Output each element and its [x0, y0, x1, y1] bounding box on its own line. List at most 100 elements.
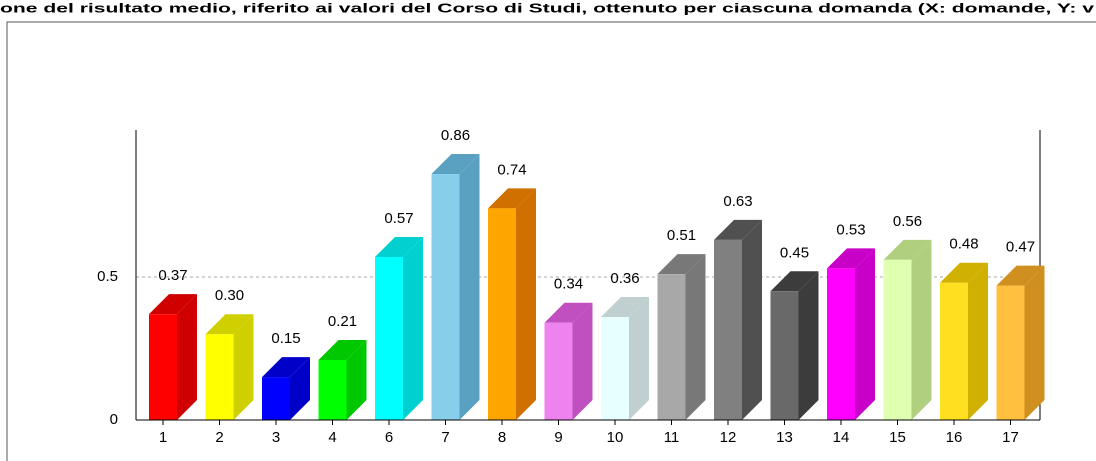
- bar-front: [488, 208, 516, 420]
- x-tick-label: 17: [1002, 429, 1019, 446]
- value-label: 0.53: [836, 221, 865, 238]
- value-label: 0.34: [554, 276, 583, 293]
- bar: [770, 271, 819, 420]
- bar: [318, 339, 367, 420]
- x-tick-label: 4: [328, 429, 336, 446]
- bar-front: [601, 317, 629, 420]
- bar: [544, 302, 593, 420]
- bar-top: [375, 236, 423, 257]
- bar-side: [177, 294, 197, 420]
- bar-top: [940, 262, 988, 283]
- bar-front: [770, 291, 799, 420]
- bar-side: [968, 262, 988, 420]
- value-label: 0.51: [667, 227, 696, 244]
- bar-top: [827, 248, 875, 269]
- value-label: 0.86: [441, 127, 470, 144]
- x-tick-label: 1: [159, 429, 167, 446]
- bar-side: [233, 314, 254, 420]
- bar-side: [798, 271, 819, 420]
- bar-top: [205, 314, 254, 335]
- bar: [262, 357, 310, 420]
- x-tick-label: 11: [664, 429, 680, 446]
- value-label: 0.74: [497, 161, 526, 178]
- bar-top: [714, 219, 762, 240]
- bar-front: [544, 322, 573, 420]
- y-tick-label: 0.5: [97, 268, 118, 285]
- bar-front: [431, 174, 460, 420]
- x-tick-label: 7: [441, 429, 449, 446]
- value-label: 0.30: [215, 287, 244, 304]
- x-tick-label: 15: [889, 429, 906, 446]
- x-tick-label: 12: [720, 429, 737, 446]
- x-tick-label: 6: [385, 429, 393, 446]
- value-label: 0.47: [1006, 239, 1035, 256]
- bar-front: [714, 239, 742, 420]
- bar: [431, 154, 480, 421]
- bar-top: [431, 154, 480, 175]
- x-tick-label: 10: [607, 429, 624, 446]
- bar: [827, 248, 875, 420]
- bar-top: [262, 357, 310, 378]
- value-label: 0.15: [271, 330, 300, 347]
- bar: [601, 297, 649, 420]
- bar-front: [205, 334, 234, 420]
- bar-side: [290, 357, 310, 420]
- bar-side: [685, 254, 706, 420]
- bar-front: [318, 359, 347, 420]
- bar-front: [657, 274, 686, 420]
- bar: [205, 314, 254, 420]
- bar-front: [827, 268, 855, 420]
- bar-side: [516, 188, 536, 420]
- bar-side: [572, 302, 593, 420]
- bar-front: [996, 285, 1025, 420]
- bar-front: [375, 256, 403, 420]
- value-label: 0.36: [610, 270, 639, 287]
- bar-top: [488, 188, 536, 209]
- bar: [488, 188, 536, 420]
- x-tick-label: 9: [554, 429, 562, 446]
- bar-top: [601, 297, 649, 318]
- bar-side: [346, 339, 367, 420]
- value-label: 0.63: [723, 193, 752, 210]
- bar-side: [855, 248, 875, 420]
- x-tick-label: 8: [498, 429, 506, 446]
- bar: [883, 239, 932, 420]
- x-tick-label: 3: [272, 429, 280, 446]
- value-label: 0.57: [384, 210, 413, 227]
- value-label: 0.37: [158, 267, 187, 284]
- x-tick-label: 2: [215, 429, 223, 446]
- bar-side: [403, 236, 423, 420]
- bar-top: [883, 239, 932, 260]
- bar-side: [459, 154, 480, 421]
- frame: [6, 21, 1096, 461]
- x-tick-label: 16: [946, 429, 963, 446]
- bar-front: [940, 282, 968, 420]
- x-tick-label: 14: [833, 429, 850, 446]
- bar: [714, 219, 762, 420]
- bar: [940, 262, 988, 420]
- bar-side: [1024, 265, 1045, 420]
- bar: [996, 265, 1045, 420]
- bar-top: [318, 339, 367, 360]
- bar: [375, 236, 423, 420]
- bar-front: [883, 259, 912, 420]
- bar-side: [911, 239, 932, 420]
- bar-top: [996, 265, 1045, 286]
- bar-front: [149, 314, 177, 420]
- bar-top: [770, 271, 819, 292]
- bar-top: [657, 254, 706, 275]
- bar: [657, 254, 706, 420]
- bar-front: [262, 377, 290, 420]
- value-label: 0.56: [893, 213, 922, 230]
- bar-top: [544, 302, 593, 323]
- chart-title: one del risultato medio, riferito ai val…: [0, 0, 1095, 15]
- bar-side: [742, 219, 762, 420]
- value-label: 0.48: [949, 236, 978, 253]
- bar: [149, 294, 197, 420]
- y-tick-label: 0: [110, 411, 118, 428]
- bar-side: [629, 297, 649, 420]
- value-label: 0.45: [780, 244, 809, 261]
- bar-top: [149, 294, 197, 315]
- x-tick-label: 13: [776, 429, 793, 446]
